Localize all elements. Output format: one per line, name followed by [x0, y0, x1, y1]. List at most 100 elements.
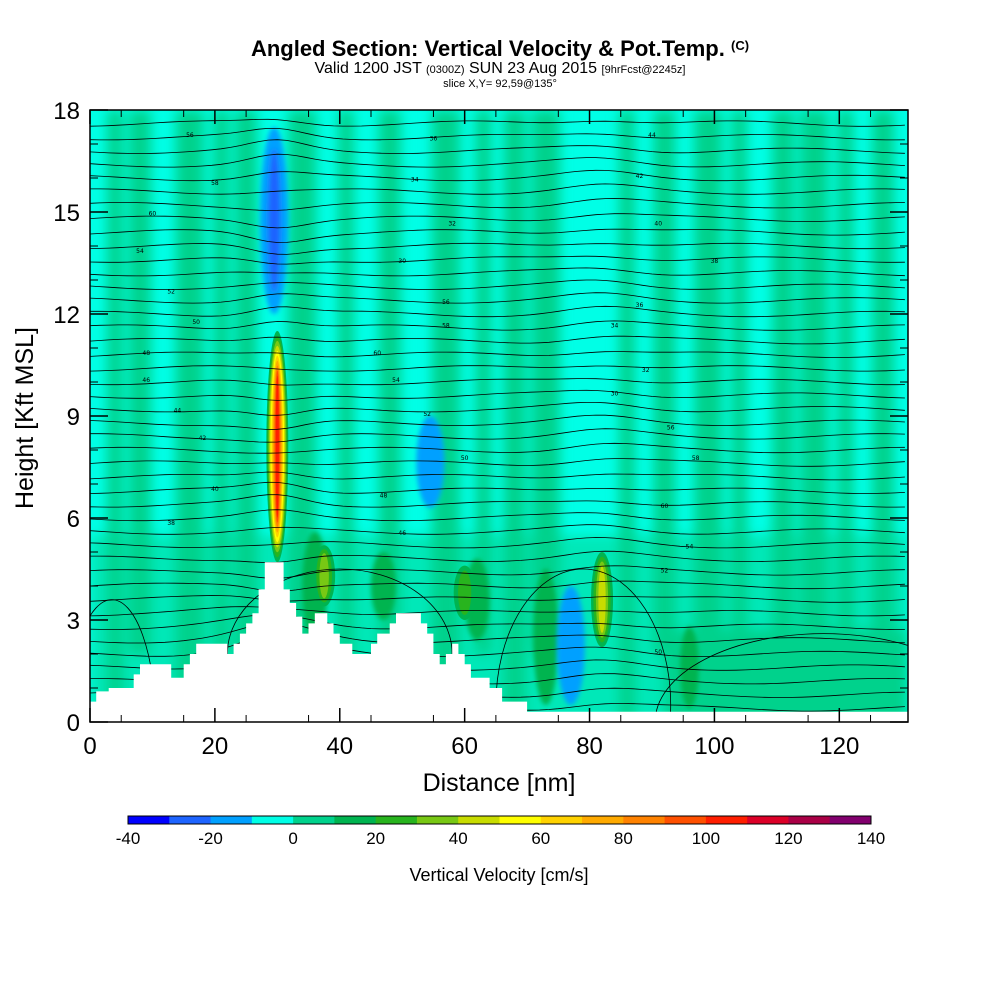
- updraft-level: [275, 375, 279, 518]
- updraft-level: [598, 566, 606, 633]
- theta-label: 38: [167, 520, 175, 527]
- downdraft-areas: [260, 127, 585, 705]
- theta-label: 48: [142, 350, 150, 357]
- y-tick-label: 0: [67, 710, 80, 737]
- theta-isoline: [90, 335, 905, 345]
- colorbar-bin: [128, 816, 170, 824]
- colorbar-bin: [458, 816, 500, 824]
- colorbar-bin: [334, 816, 377, 824]
- colorbar-bin: [705, 816, 748, 824]
- colorbar-bin: [540, 816, 583, 824]
- theta-isoline: [90, 509, 905, 522]
- colorbar-bin: [210, 816, 253, 824]
- colorbar-bin: [251, 816, 294, 824]
- theta-label: 42: [199, 435, 207, 442]
- colorbar-tick-label: 60: [531, 829, 550, 848]
- colorbar-bin: [788, 816, 831, 824]
- updraft-level: [319, 553, 329, 599]
- theta-isoline: [90, 595, 905, 603]
- colorbar-frame: [127, 815, 872, 825]
- downdraft-core: [564, 599, 577, 692]
- theta-label: 32: [642, 367, 650, 374]
- y-tick-label: 6: [67, 506, 80, 533]
- theta-isoline: [90, 414, 905, 430]
- colorbar-tick-label: -40: [116, 829, 141, 848]
- theta-label: 52: [661, 567, 669, 574]
- theta-label: 32: [448, 221, 456, 228]
- chart-subtitle: Valid 1200 JST (0300Z) SUN 23 Aug 2015 […: [314, 60, 686, 77]
- theta-label: 40: [654, 221, 662, 228]
- x-tick-label: 20: [202, 733, 229, 760]
- weak-updraft-streak: [872, 110, 894, 654]
- colorbar-bin: [623, 816, 666, 824]
- colorbar-bin: [582, 816, 624, 824]
- theta-isoline: [90, 351, 905, 358]
- title-suffix: (C): [731, 38, 750, 53]
- theta-label: 46: [142, 377, 150, 384]
- theta-isoline: [90, 565, 905, 579]
- colorbar-tick-label: 80: [614, 829, 633, 848]
- colorbar-bin: [747, 816, 789, 824]
- theta-isoline: [90, 402, 905, 416]
- theta-label: 54: [392, 377, 400, 384]
- theta-label: 50: [654, 649, 662, 656]
- colorbar-bin: [375, 816, 418, 824]
- weak-updraft-streak: [213, 110, 229, 654]
- updraft-patch: [533, 569, 559, 705]
- theta-isoline: [90, 118, 905, 127]
- theta-isoline: [90, 153, 905, 168]
- theta-label: 54: [686, 544, 694, 551]
- colorbar-tick-label: -20: [198, 829, 223, 848]
- colorbar-bin: [169, 816, 212, 824]
- theta-label: 58: [442, 323, 450, 330]
- weak-updraft-streak: [731, 110, 748, 654]
- x-tick-label: 0: [83, 733, 96, 760]
- theta-label: 58: [211, 180, 219, 187]
- theta-isoline: [90, 228, 905, 243]
- theta-label: 44: [174, 408, 182, 415]
- theta-isoline: [90, 614, 905, 630]
- weak-updraft-streak: [378, 110, 401, 654]
- theta-label: 58: [692, 455, 700, 462]
- colorbar-tick-label: 100: [692, 829, 720, 848]
- colorbar-bin: [664, 816, 707, 824]
- colorbar-title: Vertical Velocity [cm/s]: [409, 865, 588, 885]
- theta-label: 54: [136, 248, 144, 255]
- weak-updraft-streak: [475, 110, 492, 654]
- colorbar-bin: [416, 816, 459, 824]
- theta-isoline: [90, 255, 905, 265]
- theta-isoline: [90, 183, 905, 195]
- theta-label: 40: [211, 486, 219, 493]
- theta-isoline: [90, 320, 905, 331]
- x-axis-label: Distance [nm]: [423, 769, 576, 797]
- terrain-fill: [90, 562, 908, 722]
- updraft-cores: [266, 331, 614, 648]
- y-tick-label: 12: [53, 302, 80, 329]
- theta-label: 52: [167, 289, 175, 296]
- theta-label: 36: [636, 302, 644, 309]
- theta-isoline: [90, 305, 905, 318]
- x-tick-label: 120: [819, 733, 859, 760]
- theta-label: 52: [423, 411, 431, 418]
- colorbar: -40 -20 0 20 40 60 80 100 120 140: [116, 815, 885, 848]
- theta-isoline: [90, 169, 905, 182]
- low-level-layer-east: [664, 630, 908, 722]
- theta-isoline: [90, 442, 905, 454]
- weak-updraft-streak: [653, 110, 676, 654]
- colorbar-tick-label: 20: [366, 829, 385, 848]
- x-tick-label: 60: [451, 733, 478, 760]
- y-tick-label: 15: [53, 200, 80, 227]
- theta-isoline: [90, 365, 905, 372]
- y-axis-label: Height [Kft MSL]: [11, 327, 39, 509]
- theta-label: 50: [192, 319, 200, 326]
- downdraft-core: [424, 426, 437, 498]
- y-tick-label: 9: [67, 404, 80, 431]
- theta-isoline: [90, 494, 905, 508]
- theta-isoline: [90, 242, 905, 255]
- colorbar-tick-label: 0: [288, 829, 297, 848]
- theta-label: 34: [411, 176, 419, 183]
- theta-label: 30: [398, 258, 406, 265]
- colorbar-bin: [829, 816, 872, 824]
- theta-isoline: [90, 481, 905, 494]
